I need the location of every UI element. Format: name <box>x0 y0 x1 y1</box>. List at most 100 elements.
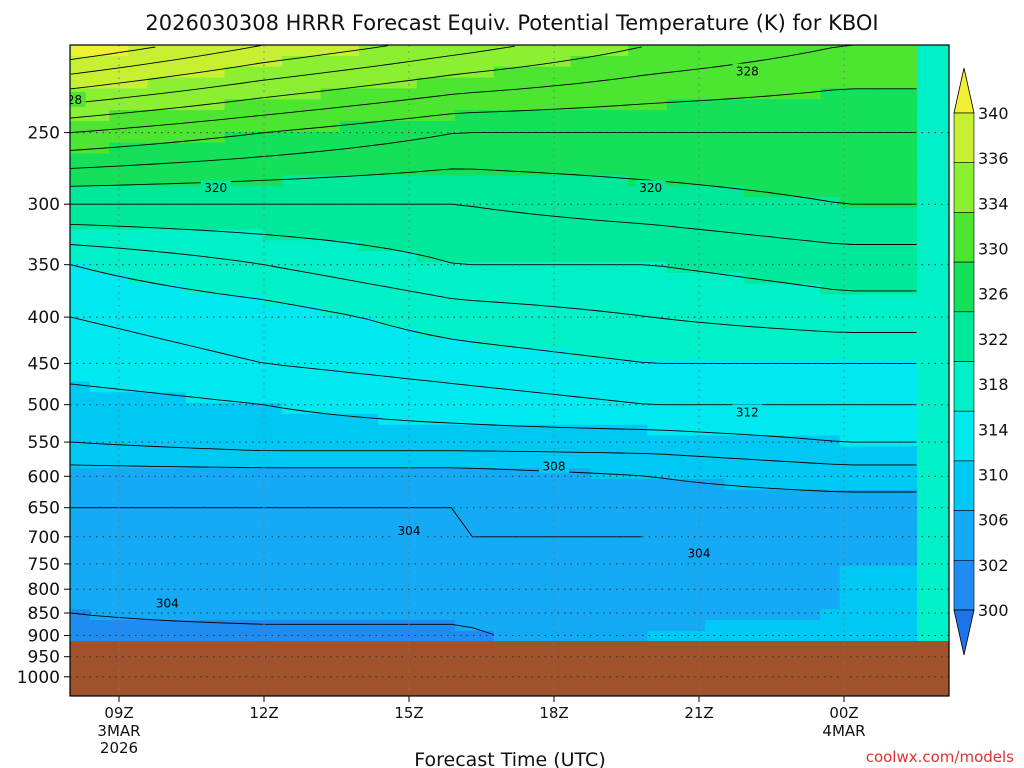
contour-fill-cell <box>262 446 283 458</box>
contour-fill-cell <box>801 229 821 241</box>
contour-fill-cell <box>512 218 533 230</box>
contour-fill-cell <box>647 576 668 589</box>
contour-fill-cell <box>166 413 187 426</box>
contour-fill-cell <box>224 251 245 263</box>
y-tick-label: 800 <box>28 580 60 600</box>
contour-fill-cell <box>781 359 802 372</box>
contour-fill-cell <box>878 294 898 307</box>
contour-fill-cell <box>243 544 264 556</box>
contour-fill-cell <box>339 305 360 317</box>
contour-fill-cell <box>282 598 302 610</box>
contour-line <box>70 244 917 333</box>
contour-fill-cell <box>262 511 283 523</box>
contour-fill-cell <box>166 262 187 274</box>
contour-fill-cell <box>378 348 398 361</box>
contour-fill-cell <box>532 251 552 263</box>
contour-fill-cell <box>282 240 302 252</box>
contour-fill-cell <box>839 457 860 469</box>
contour-fill-cell <box>205 153 225 165</box>
contour-fill-cell <box>858 99 879 111</box>
contour-fill-cell <box>551 479 572 491</box>
contour-fill-cell <box>608 99 629 111</box>
contour-fill-cell <box>474 88 495 100</box>
contour-fill-cell <box>70 468 91 480</box>
y-tick-label: 850 <box>28 604 60 624</box>
contour-fill-cell <box>147 435 168 448</box>
contour-fill-cell <box>282 121 302 133</box>
contour-fill-cell <box>70 348 91 361</box>
contour-fill-cell <box>897 175 918 187</box>
contour-fill-cell <box>781 153 802 165</box>
contour-fill-cell <box>628 251 648 263</box>
contour-fill-cell <box>628 359 648 372</box>
contour-fill-cell <box>589 229 610 241</box>
contour-fill-cell <box>128 294 149 307</box>
contour-fill-cell <box>762 413 783 426</box>
contour-fill-cell <box>282 381 302 393</box>
contour-fill-cell <box>589 251 610 263</box>
contour-fill-cell <box>705 348 725 361</box>
contour-fill-cell <box>685 392 706 404</box>
contour-fill-cell <box>493 66 514 79</box>
contour-fill-cell <box>70 262 91 274</box>
contour-fill-cell <box>435 337 456 350</box>
contour-fill-cell <box>647 121 668 133</box>
contour-fill-cell <box>647 620 668 632</box>
colorbar-label: 300 <box>978 601 1009 620</box>
contour-label-text: 308 <box>543 459 566 473</box>
contour-fill-cell <box>359 131 379 144</box>
contour-fill-cell <box>724 544 745 556</box>
contour-fill-cell <box>378 99 398 111</box>
contour-fill-cell <box>628 446 648 458</box>
contour-fill-cell <box>205 370 225 382</box>
contour-fill-cell <box>109 479 129 491</box>
contour-fill-cell <box>416 500 437 513</box>
contour-fill-cell <box>166 316 187 328</box>
contour-fill-cell <box>532 229 552 241</box>
contour-fill-cell <box>416 142 437 155</box>
contour-fill-cell <box>301 272 322 285</box>
contour-fill-cell <box>128 77 149 89</box>
contour-fill-cell <box>801 348 821 361</box>
contour-fill-cell <box>878 544 898 556</box>
contour-fill-cell <box>397 489 418 502</box>
contour-fill-cell <box>858 66 879 79</box>
contour-fill-cell <box>762 305 783 317</box>
contour-fill-cell <box>166 337 187 350</box>
contour-fill-cell <box>858 153 879 165</box>
colorbar-label: 326 <box>978 285 1009 304</box>
contour-fill-cell <box>532 555 552 567</box>
contour-fill-cell <box>301 327 322 339</box>
contour-fill-cell <box>897 131 918 144</box>
contour-fill-cell <box>532 500 552 513</box>
contour-fill-cell <box>416 587 437 599</box>
contour-fill-cell <box>858 381 879 393</box>
contour-fill-cell <box>762 272 783 285</box>
contour-fill-cell <box>878 196 898 209</box>
contour-fill-cell <box>781 327 802 339</box>
contour-fill-cell <box>186 381 206 393</box>
contour-fill-cell <box>801 370 821 382</box>
contour-fill-cell <box>243 251 264 263</box>
contour-fill-cell <box>109 413 129 426</box>
contour-fill-cell <box>109 229 129 241</box>
contour-fill-cell <box>493 565 514 578</box>
contour-fill-cell <box>878 305 898 317</box>
x-axis-label: Forecast Time (UTC) <box>414 749 605 768</box>
contour-fill-cell <box>685 555 706 567</box>
contour-fill-cell <box>435 392 456 404</box>
contour-fill-cell <box>608 403 629 415</box>
contour-fill-cell <box>205 468 225 480</box>
contour-fill-cell <box>186 153 206 165</box>
y-tick-label: 750 <box>28 555 60 575</box>
contour-fill-cell <box>455 587 475 599</box>
contour-fill-cell <box>493 609 514 621</box>
contour-fill-cell <box>435 272 456 285</box>
plot-frame <box>69 44 950 697</box>
contour-fill-cell <box>70 576 91 589</box>
contour-fill-cell <box>724 381 745 393</box>
contour-fill-cell <box>301 186 322 198</box>
contour-fill-cell <box>878 142 898 155</box>
